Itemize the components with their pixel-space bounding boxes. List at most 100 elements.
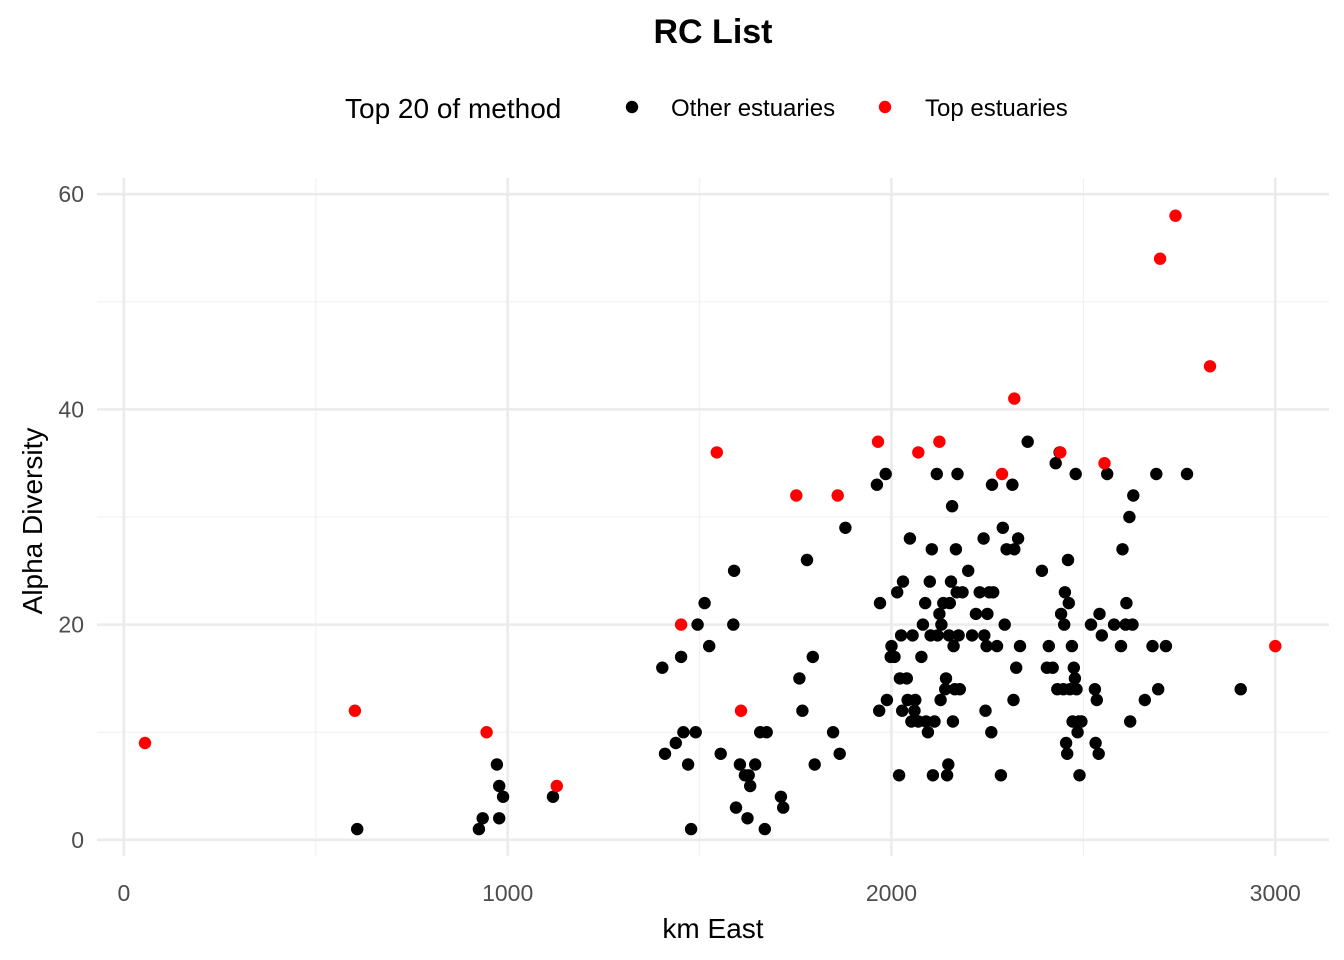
point-top-estuaries bbox=[1153, 252, 1167, 265]
point-other-estuaries bbox=[727, 564, 741, 577]
point-other-estuaries bbox=[990, 639, 1004, 653]
point-other-estuaries bbox=[490, 758, 504, 771]
point-other-estuaries bbox=[1095, 629, 1109, 642]
point-other-estuaries bbox=[994, 769, 1008, 782]
data-points bbox=[138, 209, 1282, 836]
point-top-estuaries bbox=[1008, 392, 1021, 405]
point-top-estuaries bbox=[1098, 457, 1111, 470]
point-other-estuaries bbox=[921, 726, 935, 739]
point-other-estuaries bbox=[733, 758, 747, 771]
point-other-estuaries bbox=[1035, 564, 1049, 577]
point-other-estuaries bbox=[944, 575, 958, 588]
point-other-estuaries bbox=[987, 586, 1000, 599]
point-other-estuaries bbox=[978, 629, 991, 642]
point-other-estuaries bbox=[985, 478, 999, 491]
point-other-estuaries bbox=[947, 639, 960, 653]
legend-title: Top 20 of method bbox=[345, 93, 561, 124]
point-other-estuaries bbox=[956, 586, 969, 599]
point-other-estuaries bbox=[674, 650, 688, 664]
point-other-estuaries bbox=[977, 532, 990, 545]
point-other-estuaries bbox=[980, 639, 993, 653]
point-other-estuaries bbox=[1070, 683, 1083, 696]
point-top-estuaries bbox=[734, 704, 748, 717]
point-other-estuaries bbox=[885, 639, 898, 653]
point-other-estuaries bbox=[896, 575, 910, 588]
point-other-estuaries bbox=[493, 779, 506, 793]
point-other-estuaries bbox=[925, 543, 938, 556]
point-other-estuaries bbox=[996, 521, 1009, 534]
point-other-estuaries bbox=[1067, 661, 1081, 674]
point-other-estuaries bbox=[916, 618, 930, 631]
point-top-estuaries bbox=[480, 726, 493, 739]
point-other-estuaries bbox=[1065, 639, 1079, 653]
point-other-estuaries bbox=[749, 758, 762, 771]
point-other-estuaries bbox=[1049, 457, 1062, 470]
point-other-estuaries bbox=[729, 801, 743, 814]
point-top-estuaries bbox=[871, 435, 885, 448]
point-top-estuaries bbox=[1269, 639, 1282, 653]
point-other-estuaries bbox=[727, 618, 740, 631]
point-other-estuaries bbox=[915, 650, 928, 664]
point-other-estuaries bbox=[926, 769, 940, 782]
point-other-estuaries bbox=[1101, 467, 1114, 481]
point-other-estuaries bbox=[1010, 661, 1023, 674]
point-other-estuaries bbox=[1152, 683, 1165, 696]
point-other-estuaries bbox=[1107, 618, 1121, 631]
point-other-estuaries bbox=[1062, 596, 1076, 610]
point-other-estuaries bbox=[744, 779, 757, 793]
point-other-estuaries bbox=[1069, 467, 1082, 481]
point-other-estuaries bbox=[900, 672, 913, 685]
point-other-estuaries bbox=[1150, 467, 1163, 481]
point-top-estuaries bbox=[138, 736, 152, 750]
point-other-estuaries bbox=[1114, 639, 1128, 653]
point-other-estuaries bbox=[951, 467, 964, 481]
point-other-estuaries bbox=[1061, 553, 1075, 567]
x-tick-label: 1000 bbox=[482, 880, 533, 906]
point-other-estuaries bbox=[934, 693, 947, 707]
point-other-estuaries bbox=[906, 629, 919, 642]
point-other-estuaries bbox=[953, 683, 966, 696]
point-other-estuaries bbox=[806, 650, 819, 664]
x-axis-title: km East bbox=[662, 913, 763, 944]
point-other-estuaries bbox=[873, 704, 886, 717]
point-other-estuaries bbox=[777, 801, 790, 814]
point-other-estuaries bbox=[879, 467, 892, 481]
point-other-estuaries bbox=[909, 693, 922, 707]
y-tick-label: 20 bbox=[58, 612, 84, 638]
point-top-estuaries bbox=[1169, 209, 1182, 222]
point-other-estuaries bbox=[833, 747, 846, 760]
point-other-estuaries bbox=[677, 726, 690, 739]
point-other-estuaries bbox=[1046, 661, 1059, 674]
legend-key-top-estuaries bbox=[878, 100, 892, 114]
point-other-estuaries bbox=[919, 596, 932, 610]
point-top-estuaries bbox=[550, 779, 563, 793]
point-other-estuaries bbox=[943, 596, 956, 610]
point-other-estuaries bbox=[808, 758, 821, 771]
point-other-estuaries bbox=[1058, 586, 1072, 599]
point-other-estuaries bbox=[1127, 489, 1140, 502]
legend-key-other-estuaries bbox=[625, 100, 639, 114]
point-other-estuaries bbox=[1234, 683, 1247, 696]
point-other-estuaries bbox=[472, 822, 486, 836]
point-other-estuaries bbox=[965, 629, 979, 642]
grid bbox=[97, 178, 1329, 856]
point-other-estuaries bbox=[870, 478, 884, 491]
point-other-estuaries bbox=[774, 790, 788, 803]
point-other-estuaries bbox=[1054, 607, 1068, 621]
y-axis-title: Alpha Diversity bbox=[17, 428, 48, 615]
point-other-estuaries bbox=[1068, 672, 1082, 685]
legend-label-top-estuaries: Top estuaries bbox=[925, 95, 1068, 122]
point-other-estuaries bbox=[985, 726, 998, 739]
point-other-estuaries bbox=[1159, 639, 1173, 653]
point-other-estuaries bbox=[919, 715, 933, 728]
point-other-estuaries bbox=[1090, 693, 1104, 707]
y-tick-label: 60 bbox=[58, 181, 84, 207]
point-other-estuaries bbox=[658, 747, 672, 760]
point-other-estuaries bbox=[1073, 769, 1086, 782]
point-other-estuaries bbox=[1088, 683, 1102, 696]
x-tick-label: 0 bbox=[117, 880, 130, 906]
point-other-estuaries bbox=[698, 596, 711, 610]
point-other-estuaries bbox=[1093, 607, 1106, 621]
point-other-estuaries bbox=[928, 715, 941, 728]
